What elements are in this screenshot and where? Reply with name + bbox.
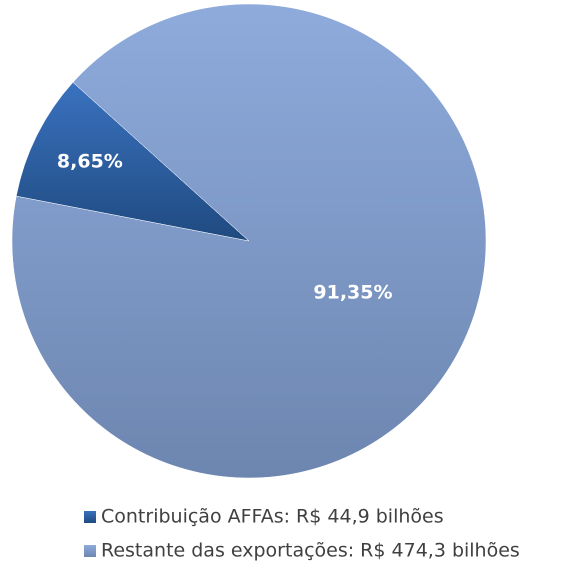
legend-label: Contribuição AFFAs: R$ 44,9 bilhões [101, 506, 444, 528]
legend-swatch [84, 545, 96, 557]
data-label: 91,35% [313, 281, 392, 303]
data-label: 8,65% [57, 150, 123, 172]
pie-slice [11, 3, 487, 479]
legend-swatch [84, 511, 96, 523]
legend-label: Restante das exportações: R$ 474,3 bilhõ… [101, 540, 520, 562]
pie-slice [15, 81, 250, 242]
